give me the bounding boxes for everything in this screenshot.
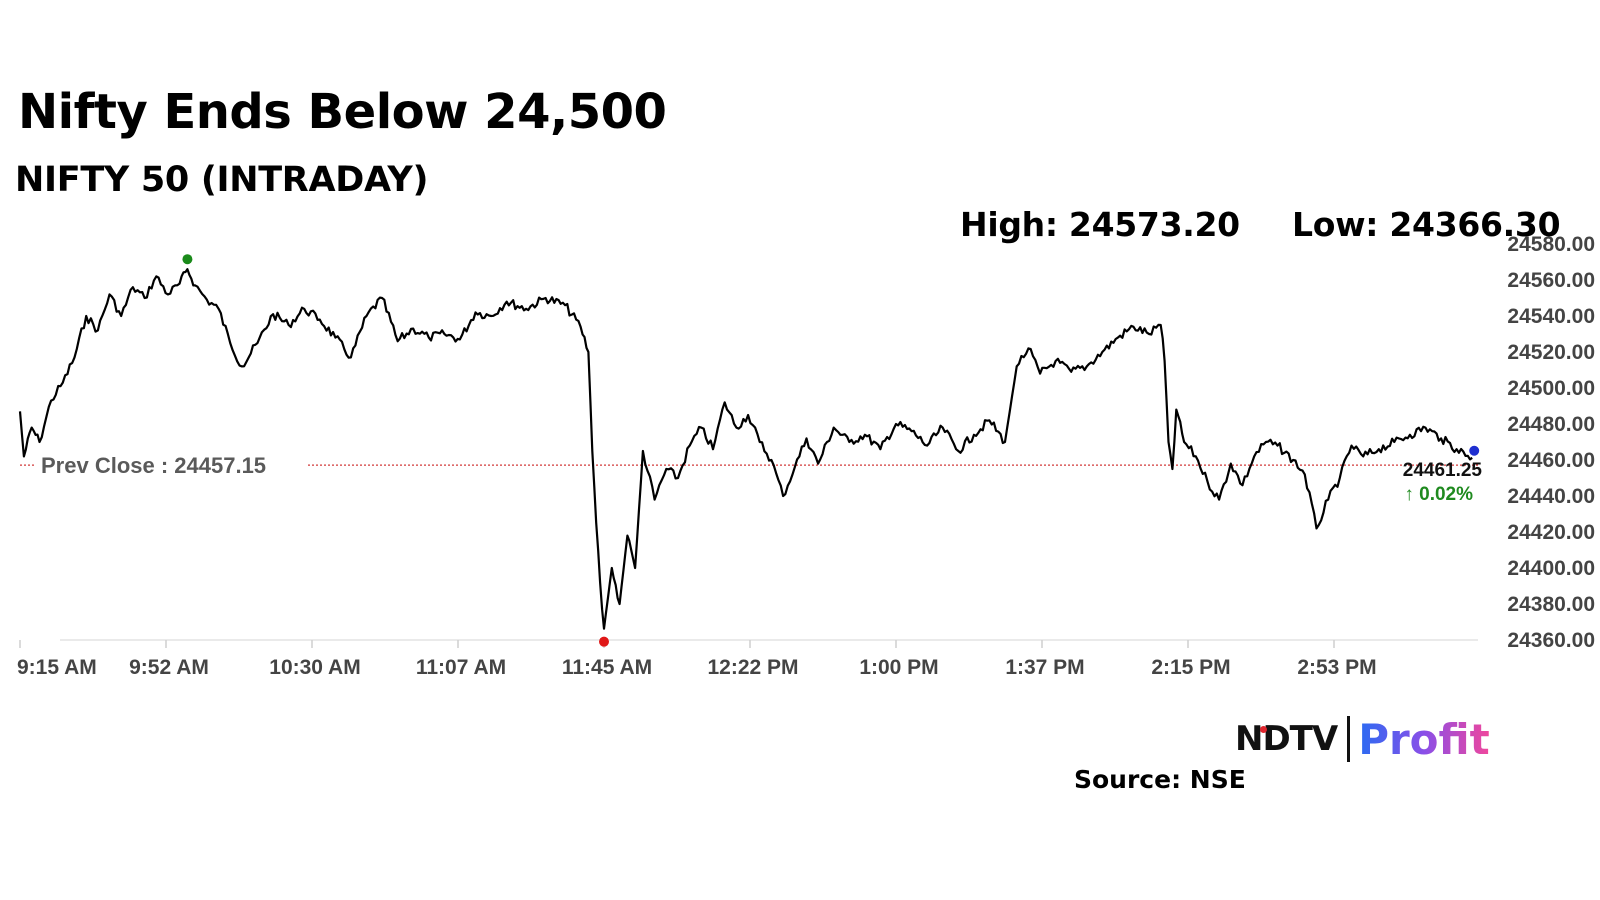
y-tick-label: 24360.00 bbox=[1507, 629, 1595, 652]
low-marker bbox=[599, 636, 609, 647]
x-tick-label: 9:52 AM bbox=[129, 656, 209, 679]
logo-profit-text: Profit bbox=[1358, 714, 1490, 764]
last-change-label: ↑ 0.02% bbox=[1404, 484, 1473, 505]
y-tick-label: 24520.00 bbox=[1507, 341, 1595, 364]
y-tick-label: 24560.00 bbox=[1507, 269, 1595, 292]
y-tick-label: 24540.00 bbox=[1507, 305, 1595, 328]
logo-ndtv-text: NDTV bbox=[1235, 719, 1338, 759]
y-tick-label: 24420.00 bbox=[1507, 521, 1595, 544]
prev-close-group: Prev Close : 24457.15 bbox=[20, 449, 1480, 482]
x-tick-label: 1:00 PM bbox=[859, 656, 938, 679]
nifty-price-line bbox=[18, 268, 1473, 630]
x-tick-label: 11:07 AM bbox=[416, 656, 506, 679]
chart-subtitle: NIFTY 50 (INTRADAY) bbox=[15, 160, 429, 200]
y-tick-label: 24440.00 bbox=[1507, 485, 1595, 508]
x-tick-label: 9:15 AM bbox=[17, 656, 97, 679]
y-tick-label: 24580.00 bbox=[1507, 233, 1595, 256]
high-marker bbox=[182, 254, 193, 265]
x-tick-label: 1:37 PM bbox=[1005, 656, 1084, 679]
prev-close-label: Prev Close : 24457.15 bbox=[41, 453, 266, 478]
x-tick-label: 11:45 AM bbox=[562, 656, 652, 679]
y-axis: 24580.00 24560.00 24540.00 24520.00 24500.00… bbox=[1507, 233, 1595, 652]
y-tick-label: 24460.00 bbox=[1507, 449, 1595, 472]
y-tick-label: 24400.00 bbox=[1507, 557, 1595, 580]
day-low-label: Low: 24366.30 bbox=[1292, 205, 1561, 244]
ndtv-profit-logo: NDTV Profit bbox=[1235, 712, 1490, 766]
chart-markers: 24461.25 ↑ 0.02% bbox=[182, 254, 1483, 647]
chart-title: Nifty Ends Below 24,500 bbox=[18, 84, 667, 140]
x-tick-label: 2:15 PM bbox=[1151, 656, 1230, 679]
y-tick-label: 24500.00 bbox=[1507, 377, 1595, 400]
day-high-label: High: 24573.20 bbox=[960, 205, 1240, 244]
x-tick-label: 10:30 AM bbox=[269, 656, 360, 679]
x-axis: 9:15 AM 9:52 AM 10:30 AM 11:07 AM 11:45 AM 12… bbox=[17, 640, 1377, 679]
y-tick-label: 24480.00 bbox=[1507, 413, 1595, 436]
last-value-label: 24461.25 bbox=[1403, 460, 1483, 481]
logo-divider bbox=[1347, 716, 1351, 762]
x-tick-label: 12:22 PM bbox=[707, 656, 798, 679]
prev-close-label-bg bbox=[36, 449, 308, 482]
y-tick-label: 24380.00 bbox=[1507, 593, 1595, 616]
last-value-marker bbox=[1469, 445, 1480, 456]
logo-red-dot bbox=[1260, 726, 1267, 733]
x-tick-label: 2:53 PM bbox=[1297, 656, 1376, 679]
source-note: Source: NSE bbox=[1074, 765, 1246, 794]
intraday-line-chart: 24580.00 24560.00 24540.00 24520.00 24500.00… bbox=[17, 233, 1595, 679]
